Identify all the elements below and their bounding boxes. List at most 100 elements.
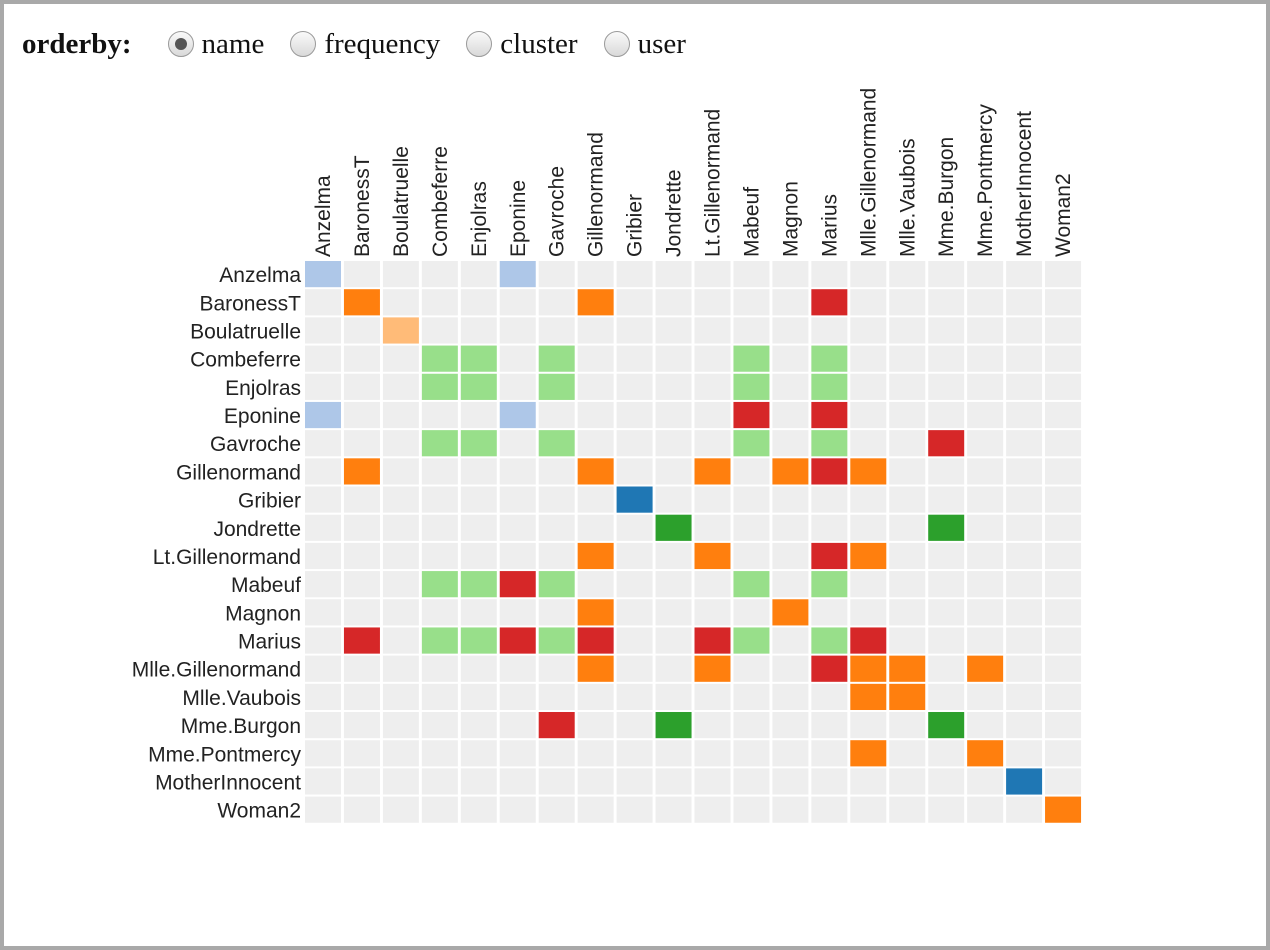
- matrix-cell-filled[interactable]: [616, 486, 653, 513]
- matrix-cell[interactable]: [850, 401, 887, 429]
- matrix-cell[interactable]: [382, 486, 419, 513]
- matrix-cell[interactable]: [889, 345, 926, 372]
- matrix-cell[interactable]: [733, 599, 770, 626]
- matrix-cell[interactable]: [850, 514, 887, 541]
- matrix-cell[interactable]: [733, 317, 770, 344]
- matrix-cell[interactable]: [382, 401, 419, 429]
- matrix-cell[interactable]: [421, 599, 458, 626]
- matrix-cell[interactable]: [811, 486, 848, 513]
- matrix-cell[interactable]: [343, 683, 380, 711]
- matrix-cell[interactable]: [499, 542, 536, 570]
- matrix-cell[interactable]: [538, 655, 575, 682]
- matrix-cell[interactable]: [577, 401, 614, 429]
- matrix-cell-filled[interactable]: [577, 458, 614, 485]
- matrix-cell[interactable]: [694, 571, 731, 598]
- matrix-cell[interactable]: [889, 627, 926, 654]
- matrix-cell[interactable]: [733, 458, 770, 485]
- matrix-cell[interactable]: [967, 768, 1004, 795]
- matrix-cell[interactable]: [733, 768, 770, 795]
- matrix-cell[interactable]: [577, 261, 614, 288]
- matrix-cell-filled[interactable]: [694, 655, 731, 682]
- matrix-cell[interactable]: [850, 373, 887, 400]
- matrix-cell[interactable]: [305, 317, 341, 344]
- matrix-cell[interactable]: [499, 514, 536, 541]
- matrix-cell[interactable]: [1045, 740, 1082, 767]
- matrix-cell-filled[interactable]: [811, 345, 848, 372]
- matrix-cell-filled[interactable]: [811, 458, 848, 485]
- matrix-cell[interactable]: [499, 430, 536, 457]
- matrix-cell[interactable]: [616, 627, 653, 654]
- matrix-cell[interactable]: [616, 768, 653, 795]
- matrix-cell-filled[interactable]: [577, 627, 614, 654]
- matrix-cell[interactable]: [1045, 655, 1082, 682]
- matrix-cell[interactable]: [382, 261, 419, 288]
- matrix-cell[interactable]: [421, 768, 458, 795]
- matrix-cell[interactable]: [305, 542, 341, 570]
- matrix-cell[interactable]: [1045, 542, 1082, 570]
- matrix-cell[interactable]: [1006, 683, 1043, 711]
- matrix-cell[interactable]: [655, 373, 692, 400]
- matrix-cell[interactable]: [616, 317, 653, 344]
- matrix-cell[interactable]: [694, 345, 731, 372]
- matrix-cell[interactable]: [305, 599, 341, 626]
- matrix-cell[interactable]: [694, 740, 731, 767]
- matrix-cell[interactable]: [655, 345, 692, 372]
- matrix-cell-filled[interactable]: [460, 430, 497, 457]
- matrix-cell[interactable]: [343, 740, 380, 767]
- matrix-cell-filled[interactable]: [811, 430, 848, 457]
- matrix-cell-filled[interactable]: [1006, 768, 1043, 795]
- matrix-cell[interactable]: [850, 261, 887, 288]
- matrix-cell[interactable]: [460, 768, 497, 795]
- matrix-cell[interactable]: [733, 261, 770, 288]
- matrix-cell-filled[interactable]: [928, 430, 965, 457]
- matrix-cell-filled[interactable]: [538, 430, 575, 457]
- matrix-cell[interactable]: [538, 261, 575, 288]
- matrix-cell[interactable]: [928, 627, 965, 654]
- matrix-cell-filled[interactable]: [577, 289, 614, 316]
- matrix-cell[interactable]: [967, 514, 1004, 541]
- matrix-cell-filled[interactable]: [811, 289, 848, 316]
- matrix-cell[interactable]: [499, 317, 536, 344]
- matrix-cell-filled[interactable]: [343, 627, 380, 654]
- matrix-cell[interactable]: [850, 486, 887, 513]
- matrix-cell[interactable]: [889, 712, 926, 739]
- matrix-cell[interactable]: [460, 796, 497, 823]
- matrix-cell[interactable]: [421, 261, 458, 288]
- matrix-cell[interactable]: [577, 373, 614, 400]
- matrix-cell[interactable]: [967, 458, 1004, 485]
- matrix-cell[interactable]: [811, 740, 848, 767]
- matrix-cell[interactable]: [889, 514, 926, 541]
- matrix-cell[interactable]: [616, 542, 653, 570]
- radio-option-name[interactable]: name: [167, 28, 264, 61]
- matrix-cell[interactable]: [694, 768, 731, 795]
- matrix-cell[interactable]: [1045, 599, 1082, 626]
- matrix-cell[interactable]: [577, 317, 614, 344]
- matrix-cell[interactable]: [889, 542, 926, 570]
- matrix-cell[interactable]: [382, 683, 419, 711]
- matrix-cell[interactable]: [538, 542, 575, 570]
- matrix-cell[interactable]: [421, 542, 458, 570]
- matrix-cell[interactable]: [889, 373, 926, 400]
- matrix-cell[interactable]: [655, 655, 692, 682]
- matrix-cell[interactable]: [538, 768, 575, 795]
- matrix-cell[interactable]: [460, 486, 497, 513]
- matrix-cell-filled[interactable]: [1045, 796, 1082, 823]
- matrix-cell[interactable]: [1006, 655, 1043, 682]
- matrix-cell[interactable]: [694, 373, 731, 400]
- matrix-cell[interactable]: [889, 571, 926, 598]
- matrix-cell[interactable]: [460, 655, 497, 682]
- matrix-cell-filled[interactable]: [421, 430, 458, 457]
- matrix-cell[interactable]: [460, 542, 497, 570]
- matrix-cell-filled[interactable]: [499, 261, 536, 288]
- matrix-cell[interactable]: [850, 289, 887, 316]
- matrix-cell[interactable]: [382, 571, 419, 598]
- matrix-cell[interactable]: [889, 289, 926, 316]
- matrix-cell[interactable]: [850, 430, 887, 457]
- matrix-cell-filled[interactable]: [382, 317, 419, 344]
- matrix-cell[interactable]: [382, 627, 419, 654]
- matrix-cell[interactable]: [928, 261, 965, 288]
- matrix-cell[interactable]: [772, 430, 809, 457]
- matrix-cell[interactable]: [382, 373, 419, 400]
- matrix-cell[interactable]: [850, 345, 887, 372]
- matrix-cell[interactable]: [1006, 345, 1043, 372]
